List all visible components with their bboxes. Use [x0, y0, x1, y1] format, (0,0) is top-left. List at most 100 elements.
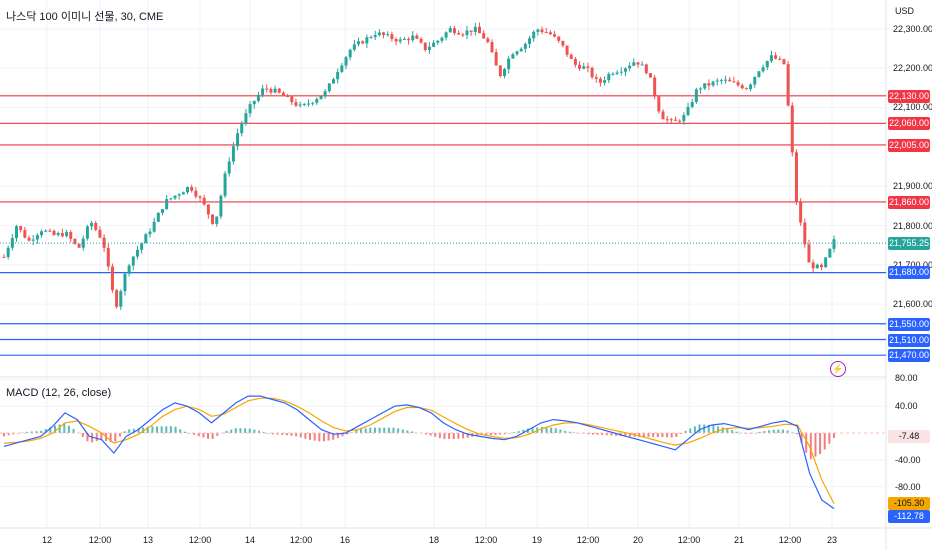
time-tick: 16 — [339, 535, 351, 545]
level-badge: 21,510.00 — [888, 334, 930, 347]
histogram-bar — [772, 429, 775, 433]
price-tick: 21,800.00 — [893, 221, 932, 231]
histogram-bar — [522, 429, 525, 433]
macd-tick: 80.00 — [895, 373, 918, 383]
histogram-bar — [360, 429, 363, 433]
histogram-bar — [318, 433, 321, 442]
histogram-bar — [234, 428, 237, 433]
candle-body — [619, 71, 623, 73]
histogram-bar — [35, 431, 38, 433]
candle-body — [736, 82, 740, 86]
histogram-bar — [443, 433, 446, 440]
histogram-bar — [7, 433, 10, 436]
candle-body — [102, 237, 106, 248]
candle-body — [415, 35, 419, 39]
candle-body — [561, 40, 565, 46]
histogram-bar — [309, 433, 312, 440]
candle-body — [523, 43, 527, 49]
candle-body — [181, 192, 185, 195]
candle-body — [728, 79, 732, 82]
candle-body — [40, 231, 44, 236]
candle-body — [427, 46, 431, 51]
candle-body — [110, 266, 114, 291]
level-badge: 22,060.00 — [888, 117, 930, 130]
histogram-bar — [754, 432, 757, 434]
candle-body — [94, 222, 98, 230]
candle-body — [311, 102, 315, 104]
candle-body — [486, 38, 490, 43]
macd-hist-badge: -7.48 — [888, 430, 930, 443]
candle-body — [390, 34, 394, 39]
histogram-bar — [703, 424, 706, 433]
candle-body — [807, 244, 811, 263]
time-tick: 12:00 — [188, 535, 212, 545]
candle-body — [653, 77, 657, 97]
candle-body — [824, 257, 828, 268]
histogram-bar — [332, 433, 335, 440]
currency-label[interactable]: USD — [895, 6, 915, 16]
histogram-bar — [169, 426, 172, 433]
histogram-bar — [397, 428, 400, 433]
histogram-bar — [313, 433, 316, 441]
candle-body — [657, 96, 661, 112]
level-badge: 21,680.00 — [888, 266, 930, 279]
histogram-bar — [156, 426, 159, 433]
alert-icon[interactable]: ⚡ — [830, 361, 846, 377]
histogram-bar — [670, 433, 673, 438]
time-tick: 12:00 — [88, 535, 112, 545]
histogram-bar — [730, 430, 733, 433]
candle-body — [202, 197, 206, 205]
histogram-bar — [675, 433, 678, 438]
price-tick: 22,200.00 — [893, 63, 932, 73]
candle-body — [811, 262, 815, 269]
histogram-bar — [44, 429, 47, 433]
histogram-bar — [434, 433, 437, 437]
candle-body — [582, 66, 586, 69]
histogram-bar — [800, 433, 803, 444]
candle-body — [273, 88, 277, 93]
histogram-bar — [207, 433, 210, 439]
candle-body — [23, 230, 27, 238]
candle-body — [81, 238, 85, 248]
histogram-bar — [587, 433, 590, 435]
histogram-bar — [225, 430, 228, 433]
histogram-bar — [378, 427, 381, 433]
histogram-bar — [624, 433, 627, 437]
candle-body — [623, 68, 627, 72]
candle-body — [511, 54, 515, 59]
histogram-bar — [652, 433, 655, 438]
candle-body — [352, 44, 356, 50]
histogram-bar — [781, 429, 784, 433]
candle-body — [669, 119, 673, 121]
histogram-bar — [392, 427, 395, 433]
candle-body — [286, 96, 290, 98]
candle-body — [35, 235, 39, 240]
candle-body — [52, 230, 56, 235]
candle-body — [140, 243, 144, 250]
candle-body — [682, 114, 686, 122]
histogram-bar — [517, 431, 520, 433]
macd-legend[interactable]: MACD (12, 26, close) — [6, 387, 112, 399]
histogram-bar — [707, 424, 710, 433]
level-badge: 22,005.00 — [888, 139, 930, 152]
histogram-bar — [513, 432, 516, 433]
candle-body — [694, 89, 698, 103]
histogram-bar — [642, 433, 645, 438]
candle-body — [65, 232, 69, 237]
histogram-bar — [197, 433, 200, 437]
candle-body — [357, 41, 361, 45]
histogram-bar — [54, 425, 57, 433]
histogram-bar — [336, 433, 339, 439]
candle-body — [294, 102, 298, 106]
candle-body — [753, 76, 757, 85]
candle-body — [440, 37, 444, 41]
candle-body — [819, 264, 823, 268]
candle-body — [661, 111, 665, 120]
histogram-bar — [647, 433, 650, 438]
histogram-bar — [160, 426, 163, 433]
candle-body — [607, 73, 611, 81]
candle-body — [48, 230, 52, 232]
candle-body — [711, 81, 715, 86]
symbol-title[interactable]: 나스닥 100 이미니 선물, 30, CME — [6, 11, 164, 23]
